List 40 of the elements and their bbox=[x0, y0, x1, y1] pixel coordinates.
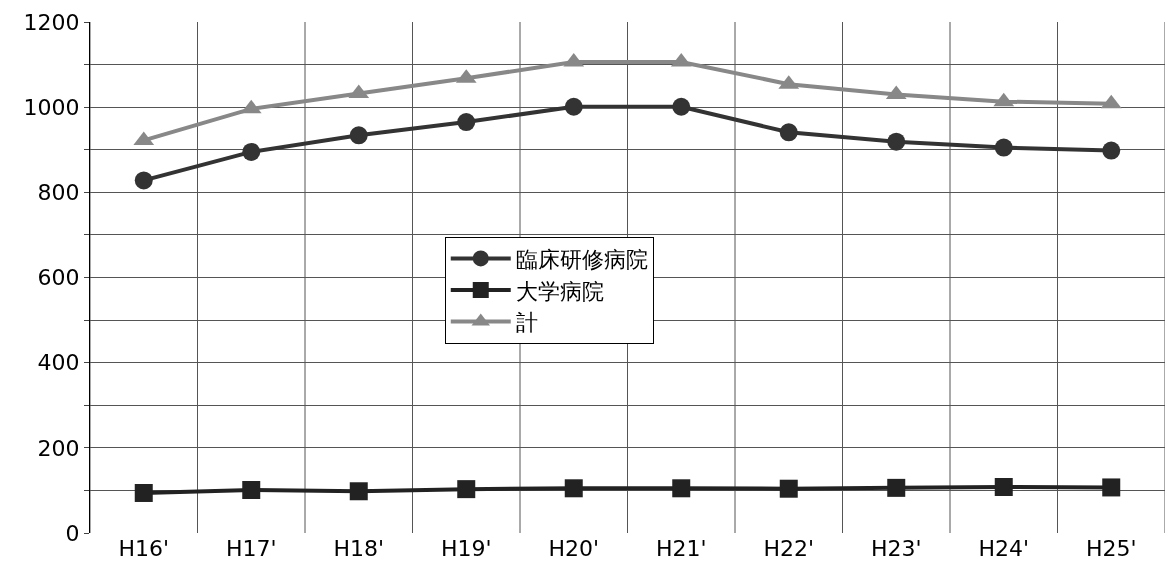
point bbox=[564, 97, 583, 116]
point bbox=[564, 479, 583, 498]
x-tick-label: H23' bbox=[870, 536, 922, 561]
x-tick-label: H17' bbox=[225, 536, 277, 561]
point bbox=[887, 132, 906, 151]
point bbox=[779, 479, 798, 498]
point bbox=[349, 482, 368, 501]
x-tick-label: H25' bbox=[1085, 536, 1137, 561]
x-tick-label: H21' bbox=[655, 536, 707, 561]
legend-label: 大学病院 bbox=[515, 278, 604, 304]
point bbox=[887, 478, 906, 497]
point bbox=[994, 138, 1013, 157]
x-tick-label: H19' bbox=[440, 536, 492, 561]
point bbox=[242, 480, 261, 499]
point bbox=[134, 483, 153, 502]
point bbox=[134, 171, 153, 190]
point bbox=[457, 113, 476, 132]
legend-label: 計 bbox=[515, 310, 538, 336]
point bbox=[779, 123, 798, 142]
point bbox=[1102, 478, 1121, 497]
point bbox=[994, 478, 1013, 497]
y-tick-label: 800 bbox=[37, 180, 80, 206]
point bbox=[349, 126, 368, 145]
x-tick-label: H18' bbox=[333, 536, 385, 561]
y-tick-label: 200 bbox=[37, 435, 80, 461]
point bbox=[242, 142, 261, 161]
y-tick-label: 1000 bbox=[23, 94, 80, 120]
point bbox=[672, 97, 691, 116]
x-tick-label: H24' bbox=[978, 536, 1030, 561]
x-tick-label: H22' bbox=[763, 536, 815, 561]
legend-label: 臨床研修病院 bbox=[515, 247, 648, 272]
y-tick-label: 400 bbox=[37, 350, 80, 376]
point bbox=[672, 479, 691, 498]
x-tick-label: H16' bbox=[118, 536, 170, 561]
point bbox=[1102, 141, 1121, 160]
y-tick-label: 600 bbox=[37, 265, 80, 291]
y-tick-label: 0 bbox=[65, 520, 80, 546]
point bbox=[457, 480, 476, 499]
x-tick-label: H20' bbox=[548, 536, 600, 561]
y-tick-label: 1200 bbox=[23, 9, 80, 35]
